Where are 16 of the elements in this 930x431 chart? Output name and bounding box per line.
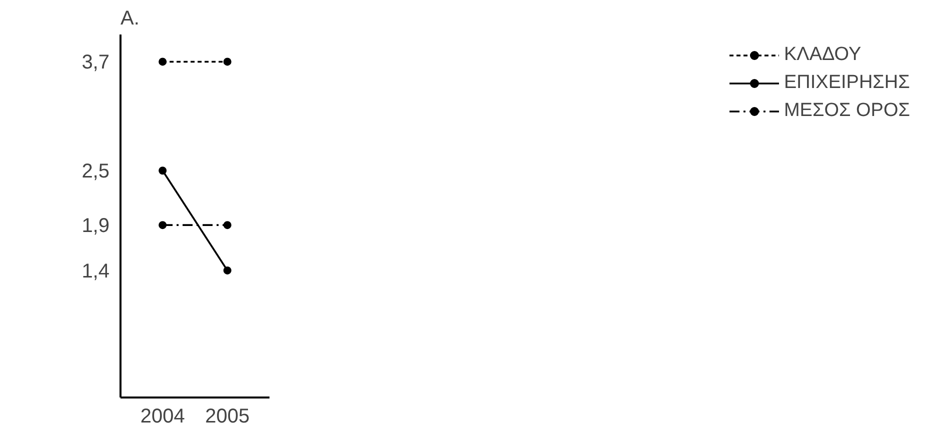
point xyxy=(223,266,232,274)
y-tick-label: 2,5 xyxy=(82,160,110,183)
text: A. xyxy=(120,8,140,30)
legend-label: ΚΛΑΔΟΥ xyxy=(784,44,862,66)
point xyxy=(223,58,232,66)
legend-label: ΜΕΣΟΣ ΟΡΟΣ xyxy=(784,100,910,122)
point xyxy=(223,221,232,230)
y-tick-label: 1,9 xyxy=(82,215,110,238)
point xyxy=(158,221,167,230)
legend-label: ΕΠΙΧΕΙΡΗΣΗΣ xyxy=(784,72,910,94)
y-tick-label: 1,4 xyxy=(82,260,110,282)
y-tick-label: 3,7 xyxy=(82,52,110,74)
point xyxy=(158,166,167,175)
x-tick-label: 2005 xyxy=(205,406,250,428)
point xyxy=(158,58,167,66)
x-tick-label: 2004 xyxy=(140,406,185,428)
